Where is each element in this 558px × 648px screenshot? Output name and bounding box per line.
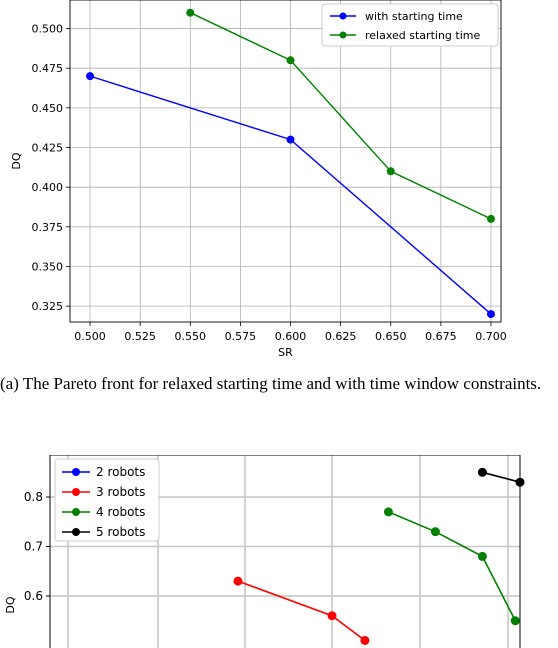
- legend-label: 4 robots: [96, 505, 145, 519]
- legend-marker: [339, 12, 347, 20]
- series-1: [86, 72, 495, 319]
- y-axis-label: DQ: [10, 152, 23, 169]
- data-point: [86, 72, 95, 81]
- x-tick-label: 0.625: [325, 330, 357, 343]
- x-tick-label: 0.500: [74, 330, 106, 343]
- data-point: [386, 167, 395, 176]
- legend-label: relaxed starting time: [365, 29, 480, 42]
- y-tick-label: 0.7: [24, 540, 43, 554]
- grid-lines: [70, 0, 501, 322]
- y-tick-label: 0.500: [32, 23, 64, 36]
- legend-marker: [339, 31, 347, 39]
- data-point: [430, 527, 440, 537]
- chart-pareto-front: 0.500 0.525 0.550 0.575 0.600 0.625 0.650 0.675…: [10, 0, 507, 359]
- x-tick-label: 0.700: [475, 330, 507, 343]
- y-tick-label: 0.425: [32, 142, 64, 155]
- y-tick-label: 0.8: [24, 490, 43, 504]
- series-3: [383, 507, 520, 626]
- data-point: [486, 214, 495, 223]
- y-axis-label: DQ: [4, 596, 17, 613]
- grid-lines: [50, 455, 520, 648]
- data-point: [327, 611, 337, 621]
- legend-box: [54, 458, 160, 542]
- legend: 2 robots 3 robots 4 robots 5 robots: [54, 458, 160, 542]
- data-point: [515, 477, 525, 487]
- series-line: [388, 511, 517, 622]
- data-point: [510, 616, 520, 626]
- legend: with starting time relaxed starting time: [321, 3, 499, 47]
- series-2: [186, 8, 495, 223]
- legend-marker: [72, 528, 80, 536]
- data-point: [477, 467, 487, 477]
- y-tick-label: 0.400: [32, 181, 64, 194]
- y-tick-label: 0.450: [32, 102, 64, 115]
- x-tick-label: 0.550: [175, 330, 207, 343]
- y-tick-label: 0.6: [24, 589, 43, 603]
- y-tick-label: 0.325: [32, 300, 64, 313]
- x-tick-label: 0.600: [275, 330, 307, 343]
- series-line: [189, 12, 492, 220]
- legend-marker: [72, 508, 80, 516]
- figure-caption: (a) The Pareto front for relaxed startin…: [0, 374, 542, 393]
- x-axis-label: SR: [278, 346, 293, 359]
- x-tick-label: 0.675: [425, 330, 457, 343]
- data-point: [383, 507, 393, 517]
- data-point: [186, 8, 195, 17]
- y-tick-label: 0.350: [32, 260, 64, 273]
- series-line: [482, 471, 521, 483]
- y-tick-label: 0.475: [32, 62, 64, 75]
- series-4: [477, 467, 525, 487]
- data-point: [286, 135, 295, 144]
- legend-label: 3 robots: [96, 485, 145, 499]
- legend-marker: [72, 488, 80, 496]
- x-tick-label: 0.650: [375, 330, 407, 343]
- data-point: [233, 576, 243, 586]
- x-tick-label: 0.575: [225, 330, 257, 343]
- plot-frame: [69, 0, 502, 323]
- chart-robots: 0.6 0.7 0.8 DQ 2 robots 3 robots 4 robots 5 rob…: [4, 455, 525, 648]
- data-point: [360, 635, 370, 645]
- legend-marker: [72, 468, 80, 476]
- legend-label: 2 robots: [96, 465, 145, 479]
- legend-label: 5 robots: [96, 525, 145, 539]
- x-tick-label: 0.525: [124, 330, 156, 343]
- series-line: [237, 580, 366, 642]
- y-tick-label: 0.375: [32, 221, 64, 234]
- legend-label: with starting time: [365, 10, 463, 23]
- data-point: [286, 56, 295, 65]
- legend-box: [321, 3, 499, 47]
- data-point: [486, 310, 495, 319]
- series-2: [233, 576, 370, 645]
- data-point: [477, 551, 487, 561]
